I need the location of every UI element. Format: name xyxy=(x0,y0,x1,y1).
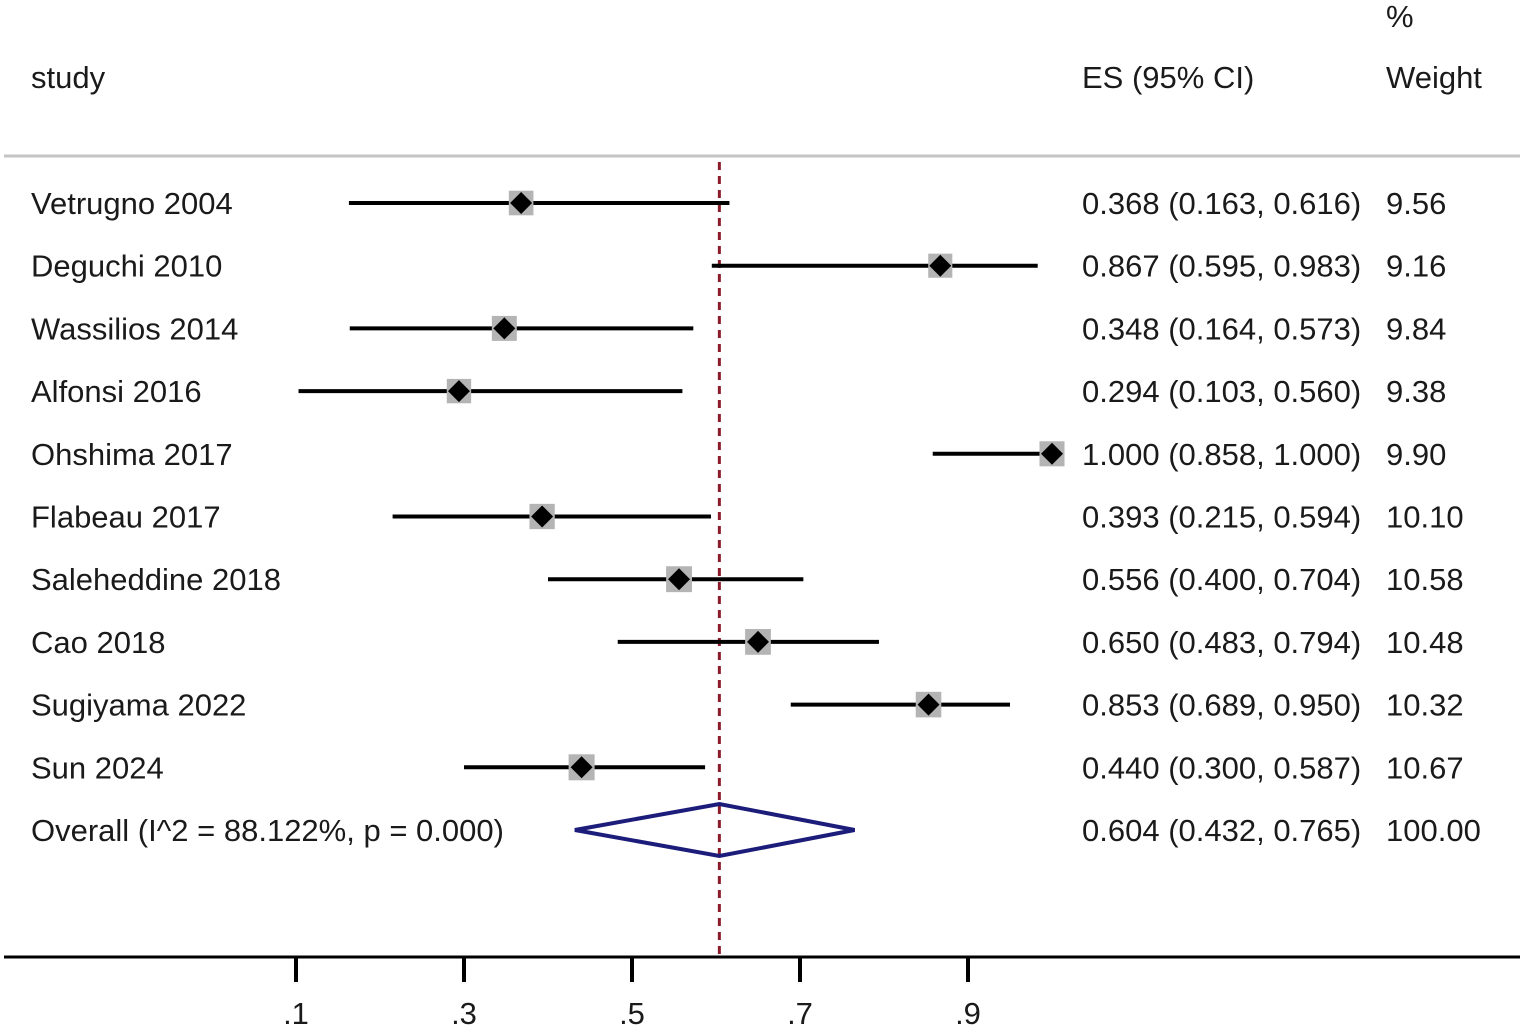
weight-value: 9.16 xyxy=(1386,249,1446,284)
study-row: Saleheddine 2018 0.556 (0.400, 0.704) 10.5… xyxy=(31,562,1464,597)
es-ci-value: 0.393 (0.215, 0.594) xyxy=(1082,500,1361,535)
point-estimate-marker xyxy=(493,317,516,340)
study-name: Wassilios 2014 xyxy=(31,311,238,346)
weight-value: 10.10 xyxy=(1386,500,1464,535)
weight-value: 10.58 xyxy=(1386,562,1464,597)
study-row: Flabeau 2017 0.393 (0.215, 0.594) 10.10 xyxy=(31,500,1464,535)
study-rows: Vetrugno 2004 0.368 (0.163, 0.616) 9.56 Deg… xyxy=(31,186,1464,785)
point-estimate-marker xyxy=(510,192,533,214)
study-name: Deguchi 2010 xyxy=(31,249,222,284)
point-estimate-marker xyxy=(531,505,554,528)
study-name: Saleheddine 2018 xyxy=(31,562,281,597)
header-study: study xyxy=(31,60,106,95)
x-tick-label: .7 xyxy=(787,996,813,1029)
es-ci-value: 1.000 (0.858, 1.000) xyxy=(1082,437,1361,472)
overall-label: Overall (I^2 = 88.122%, p = 0.000) xyxy=(31,813,504,848)
study-name: Flabeau 2017 xyxy=(31,500,221,535)
weight-value: 10.48 xyxy=(1386,625,1464,660)
x-axis-ticks: .1 .3 .5 .7 .9 xyxy=(283,957,981,1029)
study-name: Vetrugno 2004 xyxy=(31,186,233,221)
overall-diamond xyxy=(574,801,855,859)
weight-value: 10.67 xyxy=(1386,750,1464,785)
study-name: Sun 2024 xyxy=(31,750,164,785)
study-row: Sun 2024 0.440 (0.300, 0.587) 10.67 xyxy=(31,750,1464,785)
overall-row: Overall (I^2 = 88.122%, p = 0.000) 0.604 … xyxy=(31,801,1481,859)
weight-value: 9.84 xyxy=(1386,311,1446,346)
header-weight-percent: % xyxy=(1386,0,1414,34)
es-ci-value: 0.853 (0.689, 0.950) xyxy=(1082,688,1361,723)
header-weight: Weight xyxy=(1386,60,1482,95)
weight-value: 10.32 xyxy=(1386,688,1464,723)
point-estimate-marker xyxy=(447,380,470,403)
study-name: Ohshima 2017 xyxy=(31,437,233,472)
weight-value: 9.38 xyxy=(1386,374,1446,409)
point-estimate-marker xyxy=(747,630,769,653)
point-estimate-marker xyxy=(570,756,593,779)
study-row: Deguchi 2010 0.867 (0.595, 0.983) 9.16 xyxy=(31,249,1446,284)
study-row: Cao 2018 0.650 (0.483, 0.794) 10.48 xyxy=(31,625,1464,660)
es-ci-value: 0.368 (0.163, 0.616) xyxy=(1082,186,1361,221)
weight-value: 9.90 xyxy=(1386,437,1446,472)
x-tick-label: .1 xyxy=(283,996,309,1029)
study-name: Cao 2018 xyxy=(31,625,165,660)
overall-es-ci-value: 0.604 (0.432, 0.765) xyxy=(1082,813,1361,848)
study-row: Vetrugno 2004 0.368 (0.163, 0.616) 9.56 xyxy=(31,186,1446,221)
x-tick-label: .9 xyxy=(955,996,981,1029)
point-estimate-marker xyxy=(1041,442,1063,465)
es-ci-value: 0.556 (0.400, 0.704) xyxy=(1082,562,1361,597)
weight-value: 9.56 xyxy=(1386,186,1446,221)
study-row: Ohshima 2017 1.000 (0.858, 1.000) 9.90 xyxy=(31,437,1446,472)
es-ci-value: 0.440 (0.300, 0.587) xyxy=(1082,750,1361,785)
point-estimate-marker xyxy=(668,568,691,591)
study-name: Alfonsi 2016 xyxy=(31,374,202,409)
x-tick-label: .5 xyxy=(619,996,645,1029)
header-es: ES (95% CI) xyxy=(1082,60,1254,95)
study-row: Sugiyama 2022 0.853 (0.689, 0.950) 10.32 xyxy=(31,688,1464,723)
es-ci-value: 0.650 (0.483, 0.794) xyxy=(1082,625,1361,660)
study-row: Alfonsi 2016 0.294 (0.103, 0.560) 9.38 xyxy=(31,374,1446,409)
es-ci-value: 0.867 (0.595, 0.983) xyxy=(1082,249,1361,284)
point-estimate-marker xyxy=(929,254,952,277)
es-ci-value: 0.348 (0.164, 0.573) xyxy=(1082,311,1361,346)
study-row: Wassilios 2014 0.348 (0.164, 0.573) 9.84 xyxy=(31,311,1446,346)
x-tick-label: .3 xyxy=(451,996,477,1029)
es-ci-value: 0.294 (0.103, 0.560) xyxy=(1082,374,1361,409)
overall-weight-value: 100.00 xyxy=(1386,813,1481,848)
study-name: Sugiyama 2022 xyxy=(31,688,246,723)
point-estimate-marker xyxy=(917,693,940,716)
